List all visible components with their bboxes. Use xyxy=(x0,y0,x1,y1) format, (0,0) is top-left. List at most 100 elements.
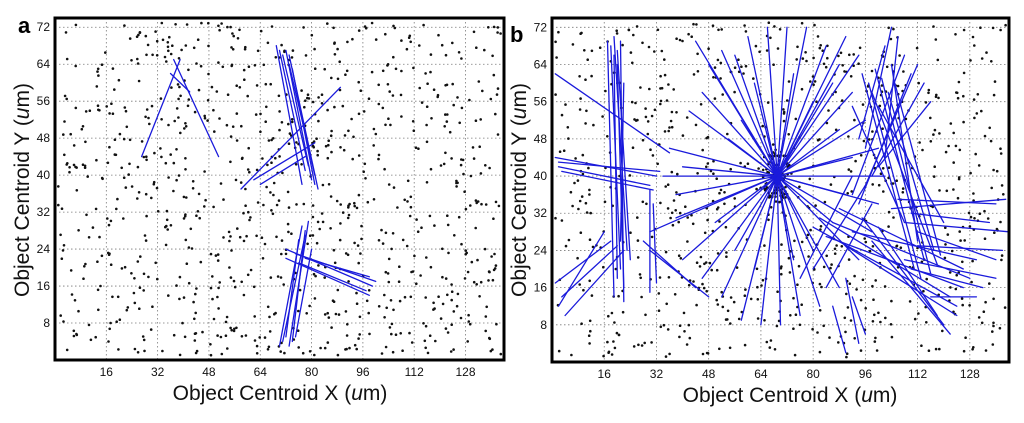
panel-a-point xyxy=(311,215,315,219)
panel-b-point xyxy=(687,32,690,36)
panel-b-track-68 xyxy=(776,175,834,224)
panel-b-point xyxy=(598,46,602,49)
panel-a-point xyxy=(457,51,461,54)
panel-b-point xyxy=(604,89,607,93)
panel-b-point xyxy=(881,167,885,170)
panel-a-point xyxy=(176,83,180,86)
panel-a-point xyxy=(313,67,317,70)
panel-a-point xyxy=(358,333,362,336)
panel-b-point xyxy=(718,220,721,223)
panel-a-point xyxy=(166,45,170,49)
panel-b-point xyxy=(873,313,876,317)
panel-b-point xyxy=(685,343,689,346)
panel-a-point xyxy=(57,203,60,207)
panel-a-point xyxy=(383,167,386,171)
panel-a-point xyxy=(246,273,250,277)
panel-a-point xyxy=(249,268,253,272)
panel-b-point xyxy=(971,348,974,351)
panel-b-y-tick-72: 72 xyxy=(534,20,548,34)
panel-b-point xyxy=(712,159,715,163)
panel-a-point xyxy=(243,47,247,51)
panel-b-point xyxy=(929,140,933,143)
panel-a-point xyxy=(85,213,88,217)
panel-b-point xyxy=(918,141,921,144)
panel-a-point xyxy=(263,242,267,246)
panel-a-point xyxy=(177,57,181,60)
panel-a-point xyxy=(425,140,429,144)
panel-b-point xyxy=(986,217,990,220)
panel-a-point xyxy=(144,239,148,242)
panel-a-point xyxy=(351,37,354,41)
panel-a-point xyxy=(193,110,197,114)
panel-a-point xyxy=(440,43,444,47)
panel-b-point xyxy=(852,53,855,56)
panel-b-point xyxy=(998,326,1002,330)
panel-a-track-20 xyxy=(285,257,370,296)
panel-b-point xyxy=(818,46,822,50)
panel-a-point xyxy=(310,33,314,37)
panel-b-point xyxy=(917,81,920,85)
panel-a-point xyxy=(347,280,350,283)
panel-b-point xyxy=(972,199,975,202)
panel-a-point xyxy=(336,47,339,51)
panel-a-point xyxy=(192,46,196,50)
panel-b-point xyxy=(796,45,799,49)
panel-b-point xyxy=(664,250,668,254)
panel-b-point xyxy=(640,344,644,347)
panel-a-point xyxy=(437,33,440,37)
panel-a-point xyxy=(300,163,303,166)
panel-a-point xyxy=(150,196,153,200)
panel-b-point xyxy=(584,122,587,125)
panel-a-point xyxy=(152,180,156,184)
panel-a-point xyxy=(429,53,433,56)
panel-b-point xyxy=(934,347,938,351)
panel-a-point xyxy=(321,220,325,224)
panel-a-point xyxy=(383,316,386,319)
panel-b-point xyxy=(733,197,736,200)
panel-a-point xyxy=(324,144,328,148)
panel-a-point xyxy=(384,123,387,127)
panel-b-track-96 xyxy=(916,245,1004,252)
panel-a-point xyxy=(484,329,488,333)
panel-b-point xyxy=(952,131,955,135)
panel-b-point xyxy=(985,51,988,54)
panel-a-point xyxy=(87,323,91,327)
panel-b-point xyxy=(957,176,961,179)
panel-b-point xyxy=(603,200,607,204)
panel-b-point xyxy=(591,245,595,249)
panel-a-point xyxy=(108,112,111,115)
panel-b-point xyxy=(557,349,561,353)
panel-b-point xyxy=(794,117,798,121)
panel-a-point xyxy=(160,21,164,25)
panel-b-point xyxy=(848,53,851,57)
panel-a-x-tick-64: 64 xyxy=(254,365,268,379)
panel-a-point xyxy=(384,270,388,274)
panel-a-point xyxy=(451,82,455,86)
panel-a-point xyxy=(74,23,78,27)
panel-a-point xyxy=(247,210,250,214)
panel-a-point xyxy=(460,242,463,246)
panel-a-point xyxy=(184,125,188,128)
panel-a-point xyxy=(84,262,87,266)
panel-b-point xyxy=(728,346,732,350)
panel-a-point xyxy=(196,210,200,213)
panel-b-point xyxy=(691,222,695,226)
panel-b-point xyxy=(983,134,987,138)
panel-b-point xyxy=(845,352,849,356)
panel-b-point xyxy=(875,349,879,352)
panel-b-point xyxy=(964,336,967,340)
panel-b-point xyxy=(849,319,853,322)
panel-b-point xyxy=(650,235,654,239)
panel-b-point xyxy=(657,292,661,295)
panel-b-point xyxy=(889,37,893,41)
panel-a-point xyxy=(428,214,432,218)
panel-a-point xyxy=(217,24,220,28)
panel-a-point xyxy=(406,200,409,203)
panel-a-point xyxy=(145,158,148,162)
panel-a-point xyxy=(362,170,366,173)
panel-a-point xyxy=(275,203,279,207)
panel-b-point xyxy=(898,54,901,57)
panel-a-point xyxy=(267,345,271,349)
panel-b-point xyxy=(582,288,585,292)
panel-a-point xyxy=(359,252,362,255)
